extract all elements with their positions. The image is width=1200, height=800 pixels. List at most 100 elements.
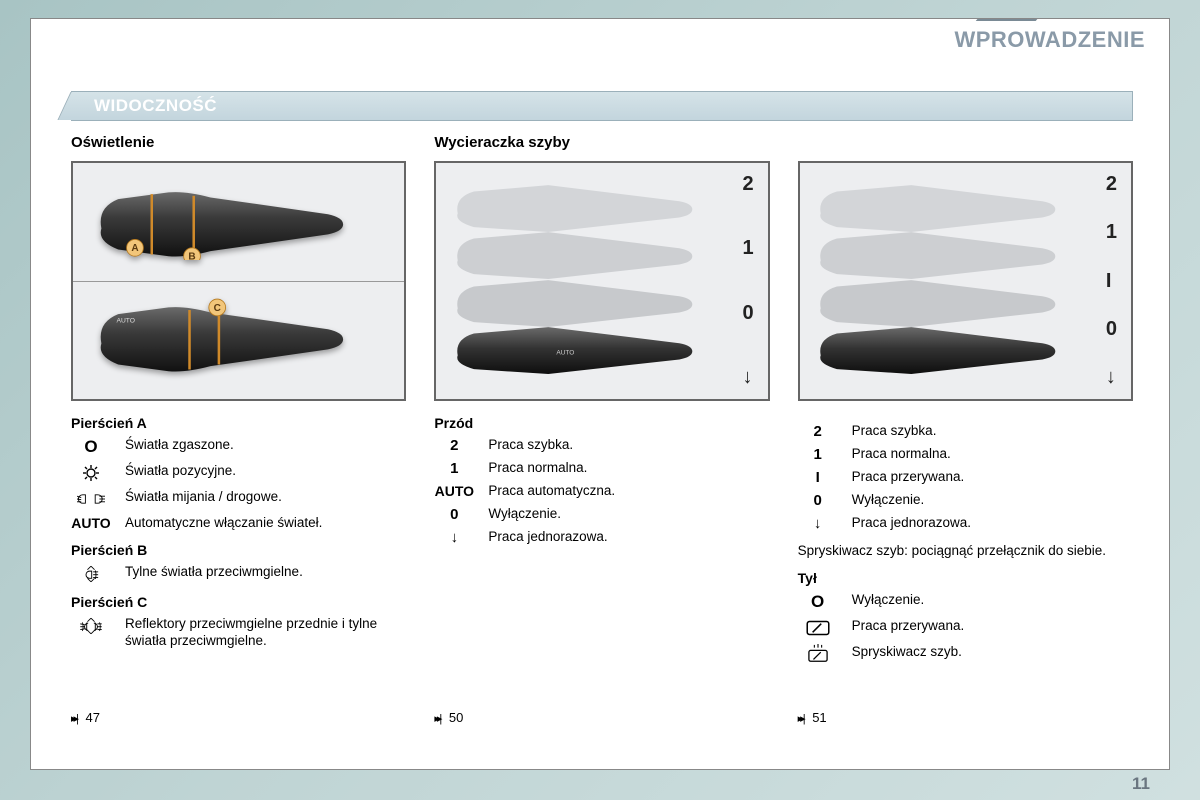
front-rear-fog-icon (71, 616, 111, 636)
speed-2-icon: 2 (798, 423, 838, 440)
auto-lights-icon: AUTO (71, 515, 111, 531)
wiper-position-labels: 2 1 0 ↓ (743, 173, 754, 389)
label: 2 (743, 173, 754, 196)
page-reference: ▸▸| 51 (798, 710, 827, 725)
list-item: O Światła zgaszone. (71, 437, 406, 457)
speed-1-icon: 1 (798, 446, 838, 463)
ring-c-list: Reflektory przeciwmgielne przednie i tyl… (71, 616, 406, 650)
off-icon: 0 (798, 492, 838, 509)
item-label: Wyłączenie. (852, 592, 1133, 609)
svg-text:B: B (188, 251, 195, 260)
rear-intermittent-icon (798, 618, 838, 638)
list-item: 1 Praca normalna. (798, 446, 1133, 463)
wiper-title: Wycieraczka szyby (434, 134, 769, 151)
wiper-intermittent-figure: 2 1 I 0 ↓ (798, 161, 1133, 401)
lighting-title: Oświetlenie (71, 134, 406, 151)
single-wipe-icon: ↓ (434, 529, 474, 546)
single-wipe-icon: ↓ (798, 515, 838, 532)
rear-heading: Tył (798, 570, 1133, 586)
wiper-stalk-positions-icon: AUTO (436, 163, 767, 399)
svg-text:AUTO: AUTO (556, 349, 574, 356)
wiper-stalk-positions-icon (800, 163, 1131, 399)
front-wiper-list-2: 2 Praca szybka. 1 Praca normalna. I Prac… (798, 423, 1133, 532)
item-label: Praca przerywana. (852, 618, 1133, 635)
rear-off-icon: O (798, 592, 838, 612)
page-reference: ▸▸| 50 (434, 710, 463, 725)
page-ref-icon: ▸▸| (71, 713, 76, 725)
item-label: Praca jednorazowa. (852, 515, 1133, 532)
label: I (1106, 270, 1117, 293)
item-label: Praca szybka. (852, 423, 1133, 440)
page-number: 11 (1132, 774, 1150, 794)
section-heading-text: WIDOCZNOŚĆ (94, 96, 217, 116)
list-item: Spryskiwacz szyb. (798, 644, 1133, 664)
section-heading: WIDOCZNOŚĆ (71, 91, 1133, 121)
item-label: Praca normalna. (852, 446, 1133, 463)
list-item: Reflektory przeciwmgielne przednie i tyl… (71, 616, 406, 650)
list-item: 2 Praca szybka. (798, 423, 1133, 440)
label: 2 (1106, 173, 1117, 196)
intermittent-icon: I (798, 469, 838, 486)
item-label: Praca normalna. (488, 460, 769, 477)
item-label: Automatyczne włączanie świateł. (125, 515, 406, 532)
ring-c-heading: Pierścień C (71, 594, 406, 610)
item-label: Tylne światła przeciwmgielne. (125, 564, 406, 581)
list-item: 0 Wyłączenie. (798, 492, 1133, 509)
manual-page: WPROWADZENIE WIDOCZNOŚĆ Oświetlenie (30, 18, 1170, 770)
item-label: Wyłączenie. (852, 492, 1133, 509)
column-lighting: Oświetlenie A (71, 134, 406, 729)
list-item: 0 Wyłączenie. (434, 506, 769, 523)
ring-a-heading: Pierścień A (71, 415, 406, 431)
list-item: O Wyłączenie. (798, 592, 1133, 612)
list-item: 2 Praca szybka. (434, 437, 769, 454)
ring-b-heading: Pierścień B (71, 542, 406, 558)
off-icon: 0 (434, 506, 474, 523)
list-item: AUTO Praca automatyczna. (434, 483, 769, 500)
list-item: Praca przerywana. (798, 618, 1133, 638)
content-columns: Oświetlenie A (71, 134, 1133, 729)
speed-2-icon: 2 (434, 437, 474, 454)
sidelights-icon (71, 463, 111, 483)
list-item: AUTO Automatyczne włączanie świateł. (71, 515, 406, 532)
item-label: Światła mijania / drogowe. (125, 489, 406, 506)
spacer-title (798, 134, 1133, 151)
page-ref-number: 51 (812, 710, 826, 725)
ring-a-list: O Światła zgaszone. Światła pozycyjne. Ś… (71, 437, 406, 532)
item-label: Reflektory przeciwmgielne przednie i tyl… (125, 616, 406, 650)
svg-text:C: C (213, 303, 220, 314)
label: 1 (1106, 221, 1117, 244)
front-heading: Przód (434, 415, 769, 431)
front-wiper-list: 2 Praca szybka. 1 Praca normalna. AUTO P… (434, 437, 769, 546)
auto-wipe-icon: AUTO (434, 483, 474, 499)
list-item: ↓ Praca jednorazowa. (798, 515, 1133, 532)
rear-fog-icon (71, 564, 111, 584)
item-label: Praca automatyczna. (488, 483, 769, 500)
page-ref-icon: ▸▸| (434, 713, 439, 725)
wiper-position-labels: 2 1 I 0 ↓ (1106, 173, 1117, 389)
item-label: Praca przerywana. (852, 469, 1133, 486)
page-ref-number: 47 (86, 710, 100, 725)
wiper-auto-figure: AUTO 2 1 0 ↓ (434, 161, 769, 401)
item-label: Wyłączenie. (488, 506, 769, 523)
dipped-main-beam-icon (71, 489, 111, 509)
list-item: Tylne światła przeciwmgielne. (71, 564, 406, 584)
item-label: Spryskiwacz szyb. (852, 644, 1133, 661)
label: 0 (1106, 318, 1117, 341)
list-item: ↓ Praca jednorazowa. (434, 529, 769, 546)
label: ↓ (743, 366, 754, 389)
item-label: Światła zgaszone. (125, 437, 406, 454)
list-item: Światła mijania / drogowe. (71, 489, 406, 509)
speed-1-icon: 1 (434, 460, 474, 477)
lighting-stalk-bottom-icon: C AUTO (93, 295, 345, 375)
lights-off-icon: O (71, 437, 111, 457)
label: ↓ (1106, 366, 1117, 389)
column-wiper-intermittent: 2 1 I 0 ↓ 2 Praca szybka. 1 Praca normal… (798, 134, 1133, 729)
label: 1 (743, 237, 754, 260)
item-label: Światła pozycyjne. (125, 463, 406, 480)
svg-text:AUTO: AUTO (116, 318, 135, 325)
page-reference: ▸▸| 47 (71, 710, 100, 725)
rear-wiper-list: O Wyłączenie. Praca przerywana. Spryskiw… (798, 592, 1133, 664)
page-ref-icon: ▸▸| (798, 713, 803, 725)
column-wiper-auto: Wycieraczka szyby AUTO 2 1 0 ↓ Przód (434, 134, 769, 729)
lighting-stalk-figure: A B C AUTO (71, 161, 406, 401)
